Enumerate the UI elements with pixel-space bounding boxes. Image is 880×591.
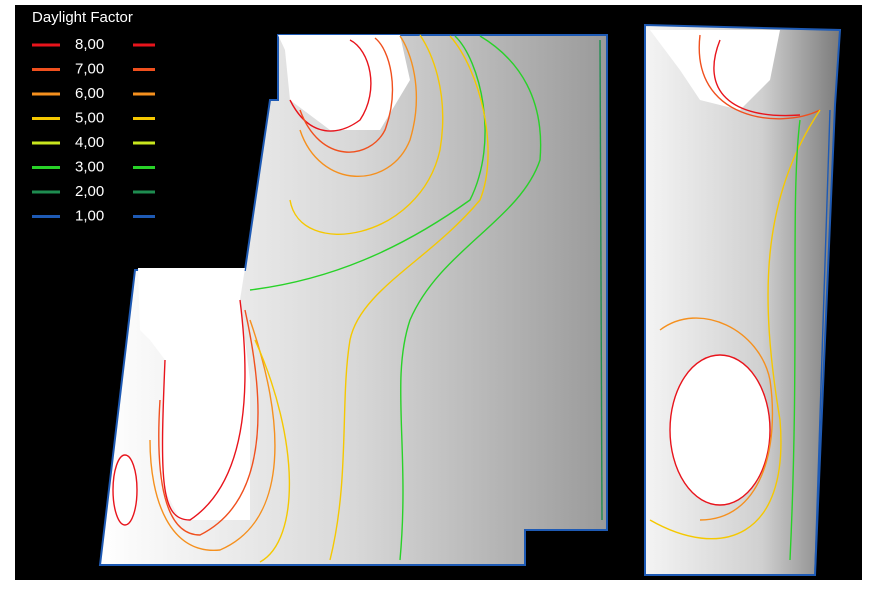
right-floor bbox=[644, 23, 842, 576]
legend-label: 7,00 bbox=[75, 60, 104, 77]
legend-label: 6,00 bbox=[75, 85, 104, 102]
legend-label: 5,00 bbox=[75, 109, 104, 126]
legend-label: 2,00 bbox=[75, 183, 104, 200]
legend-label: 3,00 bbox=[75, 158, 104, 175]
legend-title: Daylight Factor bbox=[32, 9, 133, 26]
left-floor bbox=[98, 34, 608, 566]
legend-label: 4,00 bbox=[75, 134, 104, 151]
legend-label: 1,00 bbox=[75, 207, 104, 224]
legend-label: 8,00 bbox=[75, 36, 104, 53]
